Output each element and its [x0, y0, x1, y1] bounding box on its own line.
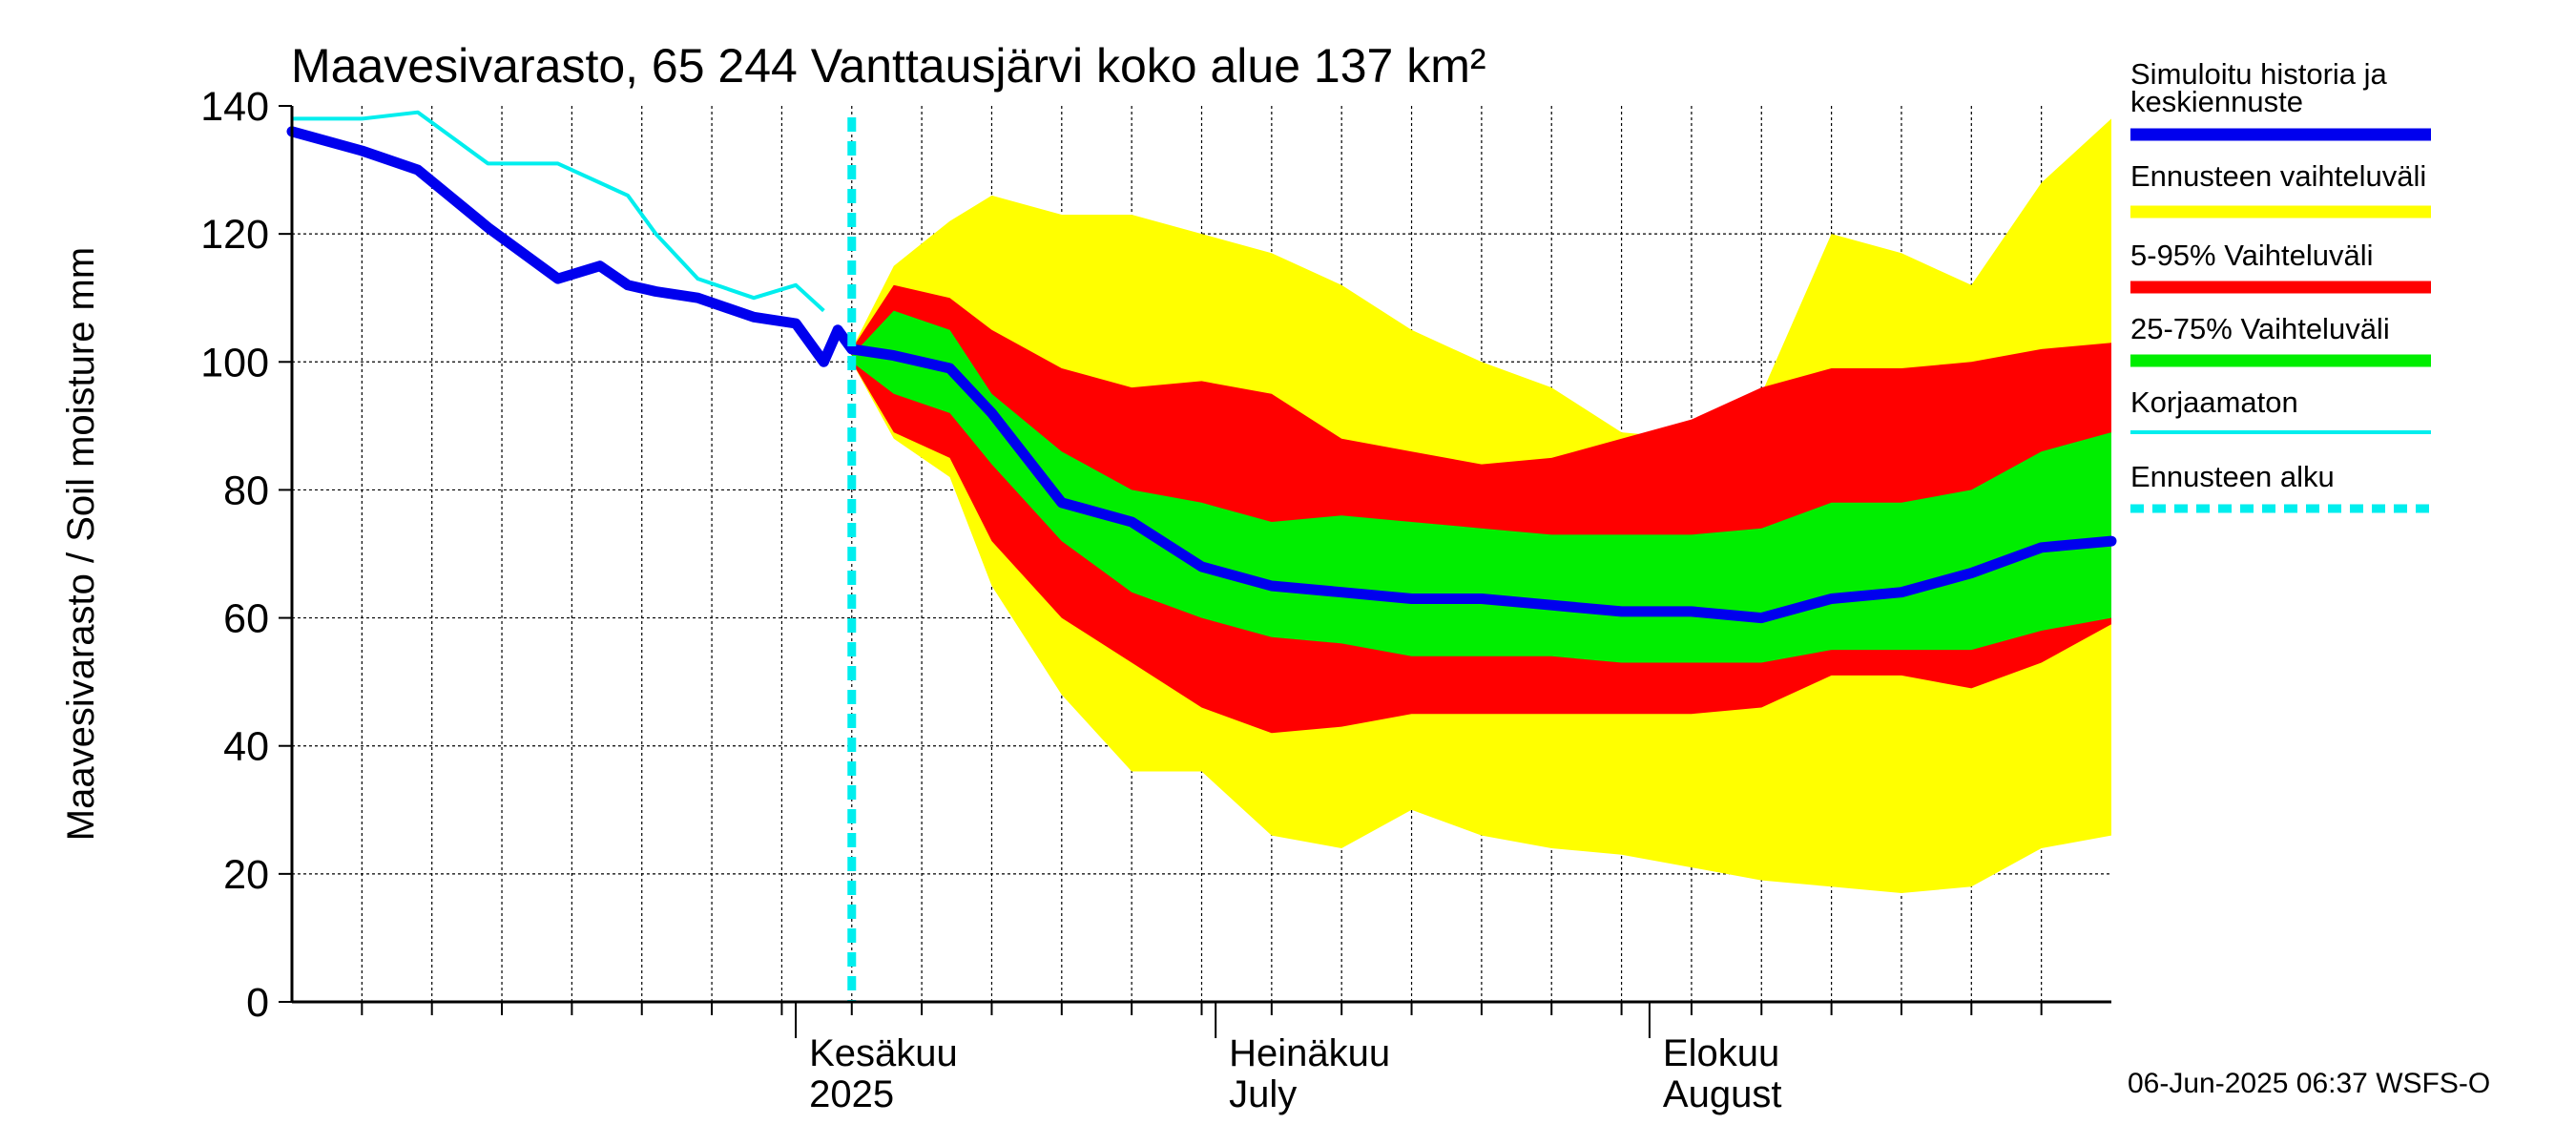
y-tick-label: 40: [223, 724, 269, 770]
y-tick-label: 0: [246, 980, 269, 1026]
x-month-label: Elokuu: [1663, 1032, 1779, 1074]
legend-label: 25-75% Vaihteluväli: [2130, 312, 2390, 345]
chart-title: Maavesivarasto, 65 244 Vanttausjärvi kok…: [291, 39, 1486, 93]
x-month-sublabel: August: [1663, 1073, 1782, 1115]
y-tick-label: 140: [200, 84, 269, 130]
x-month-label: Heinäkuu: [1229, 1032, 1390, 1074]
x-month-sublabel: 2025: [809, 1073, 894, 1115]
y-tick-label: 20: [223, 852, 269, 898]
legend-item: 25-75% Vaihteluväli: [2130, 312, 2431, 367]
x-month-sublabel: July: [1229, 1073, 1297, 1115]
legend-label: Simuloitu historia ja: [2130, 57, 2388, 91]
legend-label: Ennusteen alku: [2130, 460, 2335, 493]
timestamp-footer: 06-Jun-2025 06:37 WSFS-O: [2128, 1068, 2490, 1099]
legend-label: Ennusteen vaihteluväli: [2130, 159, 2426, 193]
legend-label: Korjaamaton: [2130, 385, 2298, 419]
legend-item: 5-95% Vaihteluväli: [2130, 239, 2431, 294]
series-line-korjaamaton: [292, 110, 825, 313]
y-tick-label: 80: [223, 468, 269, 513]
y-tick-label: 100: [200, 340, 269, 385]
legend-label: 5-95% Vaihteluväli: [2130, 239, 2373, 272]
x-month-label: Kesäkuu: [809, 1032, 958, 1074]
series-line-simuloitu: [286, 126, 2117, 624]
band-25-75: [851, 310, 2111, 663]
y-axis-label: Maavesivarasto / Soil moisture mm: [60, 247, 102, 841]
legend-item: Ennusteen alku: [2130, 460, 2431, 513]
legend-item: Ennusteen vaihteluväli: [2130, 159, 2431, 219]
plot-area: [286, 106, 2117, 1002]
y-tick-label: 120: [200, 212, 269, 258]
y-tick-label: 60: [223, 596, 269, 642]
legend-item: Korjaamaton: [2130, 385, 2431, 434]
legend-label-line2: keskiennuste: [2130, 85, 2303, 118]
